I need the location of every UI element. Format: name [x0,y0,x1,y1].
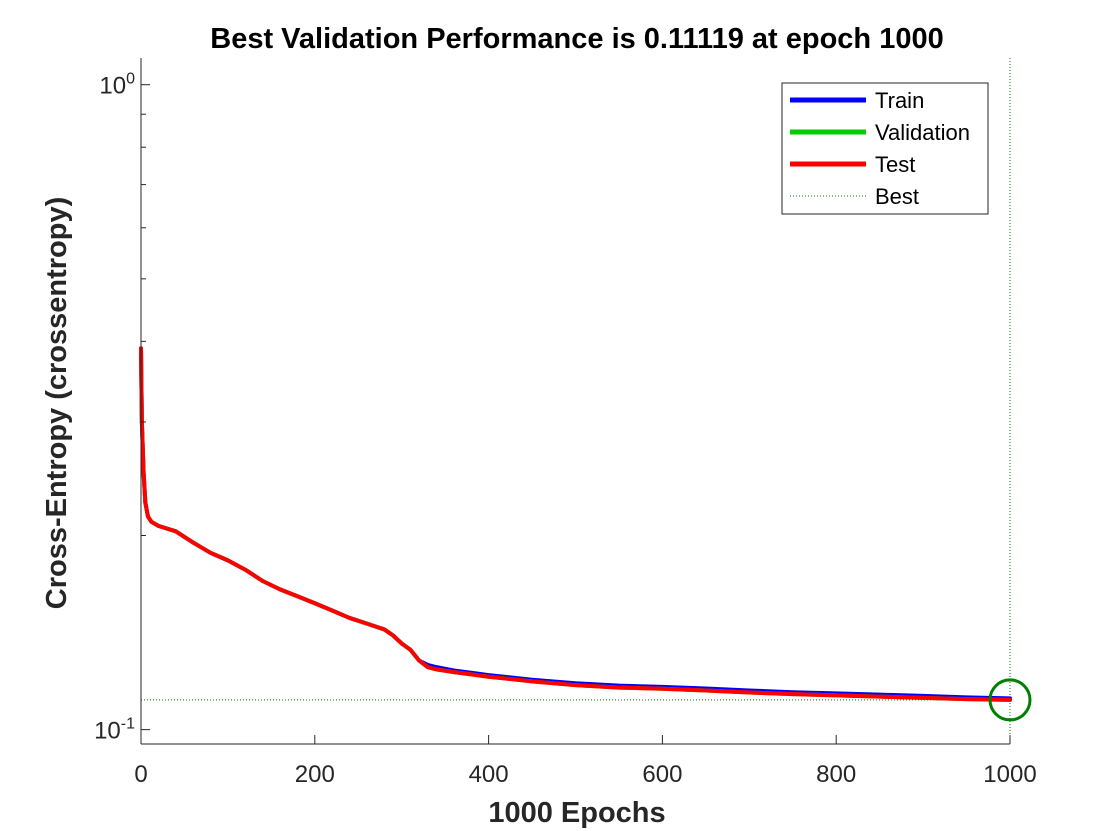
x-tick-label: 800 [816,761,856,788]
x-tick-label: 1000 [983,761,1036,788]
legend-entry-validation: Validation [875,120,970,145]
x-tick-label: 400 [469,761,509,788]
x-axis-label: 1000 Epochs [488,797,665,829]
y-tick-label: 10-1 [94,716,135,745]
legend-entry-train: Train [875,88,924,113]
series-line-test [139,346,1012,702]
legend-entry-best: Best [875,184,919,209]
legend-box [781,82,989,215]
marker-layer [988,678,1032,722]
x-tick-label: 600 [642,761,682,788]
chart-title: Best Validation Performance is 0.11119 a… [210,23,943,55]
y-axis-label: Cross-Entropy (crossentropy) [41,197,73,610]
x-tick-label: 0 [134,761,147,788]
series-layer [139,346,1012,702]
best-lines [141,58,1011,744]
legend-entry-test: Test [875,152,915,177]
x-tick-label: 200 [295,761,335,788]
legend: Train Validation Test Best [781,82,989,215]
best-point-marker [988,678,1032,722]
y-tick-label: 100 [99,71,135,100]
axis-layer: 0 200 400 600 800 1000 100 10-1 [94,58,1037,788]
